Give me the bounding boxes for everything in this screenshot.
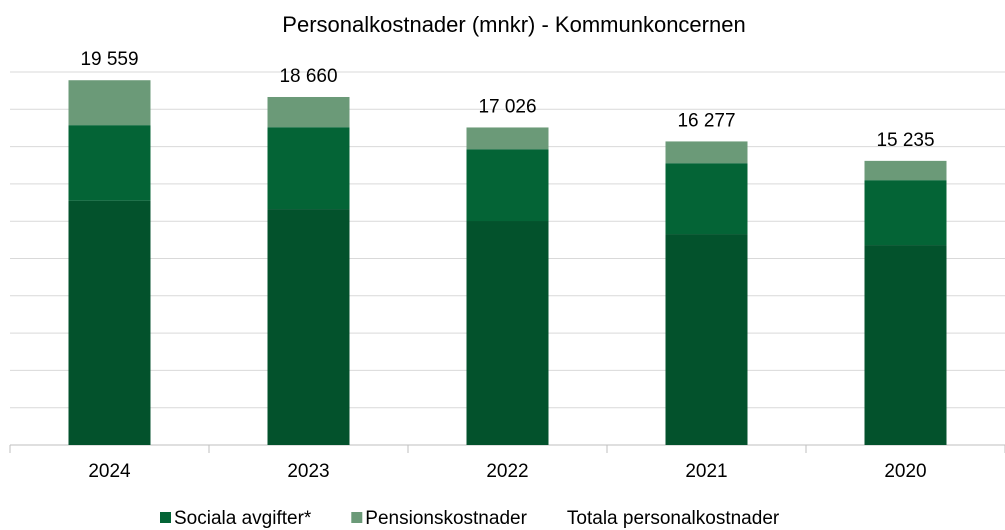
total-label: 17 026 (478, 96, 536, 117)
bar-segment (267, 127, 350, 210)
x-tick-label: 2023 (287, 461, 329, 482)
bar-segment (864, 160, 947, 181)
bar-segment (466, 127, 549, 150)
bar-segment (267, 209, 350, 445)
legend-label: Pensionskostnader (365, 508, 527, 529)
x-tick-label: 2024 (88, 461, 131, 482)
total-label: 15 235 (876, 130, 934, 151)
bar-segment (466, 221, 549, 445)
total-label: 19 559 (80, 49, 138, 70)
bar-segment (68, 80, 151, 126)
x-tick-label: 2022 (486, 461, 528, 482)
x-tick-label: 2020 (884, 461, 926, 482)
bar-segment (466, 149, 549, 222)
x-tick-label: 2021 (685, 461, 727, 482)
bar-segment (267, 96, 350, 128)
bar-segment (665, 163, 748, 235)
bar-segment (68, 200, 151, 445)
bar-segment (864, 245, 947, 445)
chart-title: Personalkostnader (mnkr) - Kommunkoncern… (282, 12, 745, 37)
bar-segment (68, 125, 151, 201)
legend-label: Sociala avgifter* (174, 508, 312, 529)
legend-label: Totala personalkostnader (567, 508, 780, 529)
bar-segment (665, 234, 748, 445)
total-label: 18 660 (279, 66, 337, 87)
legend-swatch (351, 512, 363, 523)
bar-segment (864, 180, 947, 246)
legend-swatch (160, 512, 171, 523)
bar-segment (665, 141, 748, 164)
total-label: 16 277 (677, 110, 735, 131)
